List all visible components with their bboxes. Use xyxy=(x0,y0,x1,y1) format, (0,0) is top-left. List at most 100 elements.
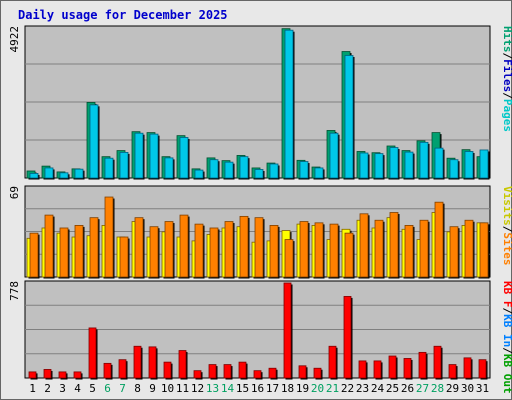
bar-kbf xyxy=(148,346,157,379)
x-tick-label: 30 xyxy=(461,382,474,395)
bar-sites xyxy=(59,227,69,278)
bar-sites xyxy=(299,221,309,278)
bar-sites xyxy=(329,223,339,278)
x-tick-label: 27 xyxy=(416,382,429,395)
bar-files xyxy=(74,168,84,179)
x-tick-label: 11 xyxy=(176,382,189,395)
bar-sites xyxy=(449,226,459,278)
legend-separator: / xyxy=(501,308,512,315)
bar-kbf xyxy=(28,371,37,379)
bar-sites xyxy=(284,239,294,278)
bar-files xyxy=(344,55,354,179)
bottom-panel-max-label: 778 xyxy=(8,281,21,301)
top-panel-max-label: 4922 xyxy=(8,26,21,53)
legend-files: Files xyxy=(501,59,512,92)
x-tick-label: 17 xyxy=(266,382,279,395)
legend-pages: Pages xyxy=(501,99,512,132)
bar-files xyxy=(389,147,399,179)
bar-kbf xyxy=(298,365,307,379)
bar-files xyxy=(239,156,249,179)
x-tick-label: 21 xyxy=(326,382,339,395)
bar-files xyxy=(134,132,144,179)
bar-files xyxy=(89,104,99,179)
bar-files xyxy=(359,152,369,179)
x-tick-label: 29 xyxy=(446,382,459,395)
x-tick-label: 5 xyxy=(89,382,96,395)
x-tick-label: 25 xyxy=(386,382,399,395)
bar-kbf xyxy=(418,351,427,379)
bar-sites xyxy=(389,212,399,278)
x-tick-label: 16 xyxy=(251,382,264,395)
bar-sites xyxy=(104,196,114,278)
x-tick-label: 26 xyxy=(401,382,414,395)
bar-files xyxy=(269,163,279,179)
bar-kbf xyxy=(133,345,142,379)
bar-files xyxy=(179,137,189,179)
bar-files xyxy=(434,147,444,179)
middle-panel-max-label: 69 xyxy=(8,186,21,199)
x-tick-label: 12 xyxy=(191,382,204,395)
bar-files xyxy=(104,157,114,179)
x-axis-ticks: 1 2 3 4 5 6 7 8 9 10 11 12 13 14 15 16 17 18 19 20 21 22 23 24 2… xyxy=(29,382,489,395)
legend-separator: / xyxy=(501,92,512,99)
bar-files xyxy=(419,141,429,179)
bar-kbf xyxy=(103,362,112,379)
legend-sites: Sites xyxy=(501,232,512,265)
bar-files xyxy=(284,29,294,179)
bar-kbf xyxy=(238,361,247,379)
bar-kbf xyxy=(283,282,292,379)
x-tick-label: 4 xyxy=(74,382,81,395)
bar-kbf xyxy=(73,371,82,379)
x-tick-label: 1 xyxy=(29,382,36,395)
bar-kbf xyxy=(433,345,442,379)
bar-kbf xyxy=(463,357,472,379)
x-tick-label: 20 xyxy=(311,382,324,395)
legend-separator: / xyxy=(501,347,512,354)
bar-sites xyxy=(404,225,414,278)
bar-files xyxy=(449,159,459,179)
bar-kbf xyxy=(223,364,232,379)
svg-text:Visits/Sites: Visits/Sites xyxy=(501,186,512,266)
bar-kbf xyxy=(163,361,172,379)
x-tick-label: 15 xyxy=(236,382,249,395)
bar-kbf xyxy=(328,345,337,379)
x-tick-label: 22 xyxy=(341,382,354,395)
legend-visits: Visits xyxy=(501,186,512,226)
bar-sites xyxy=(194,223,204,278)
bar-sites xyxy=(254,217,264,278)
x-tick-label: 10 xyxy=(161,382,174,395)
bar-files xyxy=(59,172,69,179)
bar-sites xyxy=(344,232,354,278)
bar-sites xyxy=(239,215,249,278)
bar-kbf xyxy=(58,371,67,379)
bar-files xyxy=(464,151,474,179)
legend-hits: Hits xyxy=(501,26,512,53)
x-tick-label: 3 xyxy=(59,382,66,395)
x-tick-label: 18 xyxy=(281,382,294,395)
x-tick-label: 8 xyxy=(134,382,141,395)
bar-kbf xyxy=(193,370,202,379)
bar-files xyxy=(44,167,54,179)
bar-files xyxy=(149,133,159,179)
legend-separator: / xyxy=(501,53,512,60)
bar-files xyxy=(29,173,39,179)
bar-sites xyxy=(464,219,474,278)
bar-kbf xyxy=(178,350,187,379)
x-tick-label: 9 xyxy=(149,382,156,395)
bar-sites xyxy=(314,222,324,278)
bar-kbf xyxy=(88,327,97,379)
x-tick-label: 23 xyxy=(356,382,369,395)
x-tick-label: 13 xyxy=(206,382,219,395)
bar-files xyxy=(164,157,174,179)
bar-files xyxy=(209,159,219,179)
chart-title: Daily usage for December 2025 xyxy=(18,8,228,22)
bar-files xyxy=(404,151,414,179)
bar-kbf xyxy=(343,296,352,379)
bar-sites xyxy=(89,217,99,278)
bottom-panel-legend: KB F/KB In/KB Out xyxy=(501,281,512,394)
bar-sites xyxy=(269,225,279,278)
bar-sites xyxy=(119,236,129,278)
x-tick-label: 24 xyxy=(371,382,385,395)
bar-sites xyxy=(374,219,384,278)
